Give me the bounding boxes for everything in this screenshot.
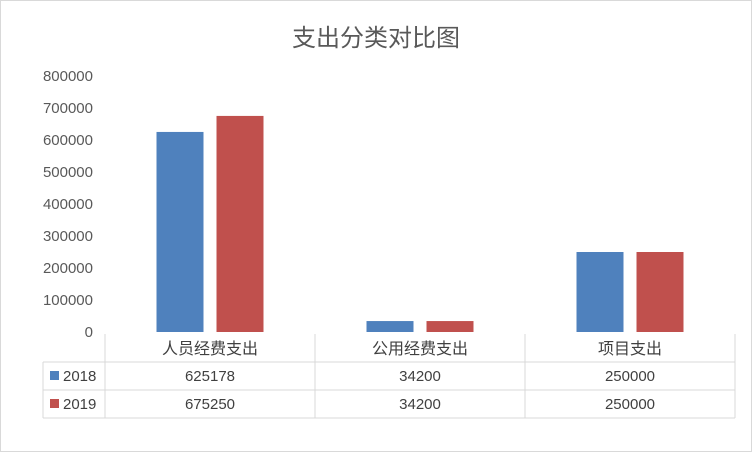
y-tick-label: 600000 bbox=[43, 132, 93, 149]
y-tick-label: 800000 bbox=[43, 68, 93, 85]
bars bbox=[156, 115, 684, 332]
legend-swatch-2019 bbox=[50, 399, 59, 408]
table-cell: 675250 bbox=[185, 396, 235, 413]
table-cell: 625178 bbox=[185, 368, 235, 385]
bar-2019-2 bbox=[636, 252, 684, 332]
y-axis-ticks: 0 100000 200000 300000 400000 500000 600000 700… bbox=[43, 68, 93, 341]
data-table: 人员经费支出 公用经费支出 项目支出 2018 625178 34200 250000 201… bbox=[42, 334, 736, 419]
legend-label: 2018 bbox=[63, 368, 96, 385]
bar-2019-1 bbox=[426, 321, 474, 332]
bar-2018-2 bbox=[576, 252, 624, 332]
y-tick-label: 400000 bbox=[43, 196, 93, 213]
table-cell: 34200 bbox=[399, 368, 441, 385]
y-tick-label: 200000 bbox=[43, 260, 93, 277]
chart-title: 支出分类对比图 bbox=[292, 24, 460, 52]
table-cell: 250000 bbox=[605, 368, 655, 385]
y-tick-label: 0 bbox=[85, 324, 93, 341]
legend-label: 2019 bbox=[63, 396, 96, 413]
legend-swatch-2018 bbox=[50, 371, 59, 380]
y-tick-label: 300000 bbox=[43, 228, 93, 245]
y-tick-label: 100000 bbox=[43, 292, 93, 309]
table-cell: 34200 bbox=[399, 396, 441, 413]
y-tick-label: 500000 bbox=[43, 164, 93, 181]
table-cell: 250000 bbox=[605, 396, 655, 413]
category-label: 项目支出 bbox=[598, 339, 662, 358]
category-label: 公用经费支出 bbox=[372, 339, 468, 358]
category-label: 人员经费支出 bbox=[162, 339, 258, 358]
y-tick-label: 700000 bbox=[43, 100, 93, 117]
bar-2018-0 bbox=[156, 131, 204, 332]
bar-2019-0 bbox=[216, 115, 264, 332]
bar-2018-1 bbox=[366, 321, 414, 332]
